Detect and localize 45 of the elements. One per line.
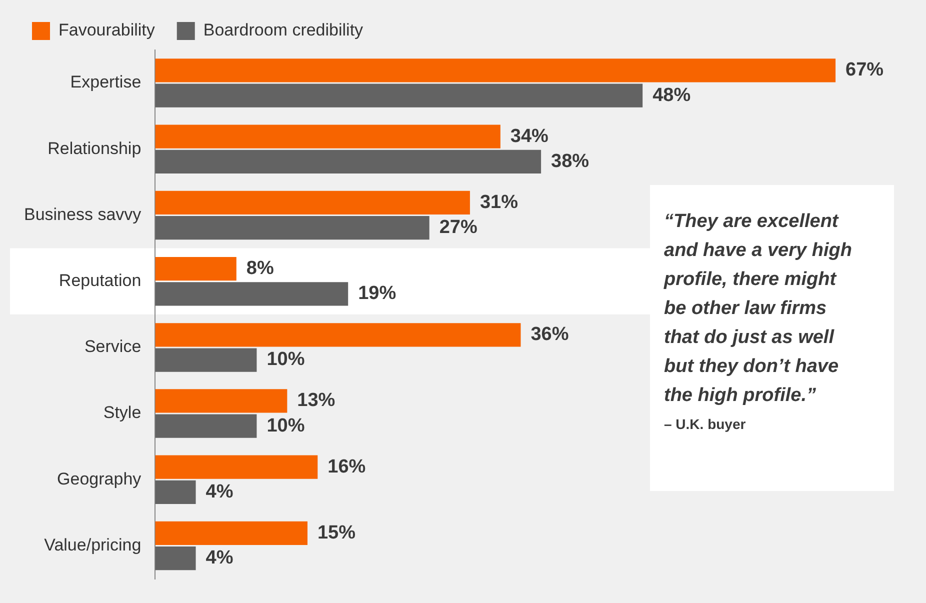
data-label: 4% — [206, 481, 234, 502]
quote-box: “They are excellent and have a very high profile, there might be other law firms that do just as well but they don’t have the high profile.” – U.K. buyer — [650, 185, 894, 491]
data-label: 36% — [530, 324, 569, 346]
bar — [155, 323, 521, 347]
data-label: 67% — [846, 60, 884, 81]
y-tick-label: Expertise — [70, 72, 142, 92]
y-tick-label: Service — [84, 337, 142, 356]
bar — [155, 124, 500, 148]
data-label: 8% — [246, 258, 274, 280]
bar — [155, 455, 318, 479]
bar — [155, 150, 542, 174]
bar — [155, 190, 470, 214]
bar — [155, 216, 430, 240]
data-label: 48% — [652, 84, 691, 106]
bar — [155, 282, 348, 306]
data-label: 27% — [439, 217, 478, 238]
data-label: 16% — [328, 456, 366, 478]
bar — [155, 389, 288, 413]
annotation: “They are excellent and have a very high profile, there might be other law firms that do just as well but they don’t have the high profile.” — [664, 210, 853, 408]
data-label: 19% — [358, 283, 396, 304]
bar — [155, 521, 308, 545]
legend-label: Favourability — [58, 20, 156, 40]
data-label: 31% — [480, 192, 518, 213]
bar — [155, 480, 196, 504]
y-tick-label: Value/pricing — [44, 535, 142, 554]
legend-label: Boardroom credibility — [203, 20, 364, 40]
y-tick-label: Relationship — [48, 138, 142, 158]
y-tick-label: Reputation — [58, 271, 142, 290]
y-tick-label: Style — [103, 403, 142, 422]
data-label: 4% — [206, 548, 234, 569]
bar — [155, 546, 196, 570]
bar — [155, 348, 257, 372]
annotation: – U.K. buyer — [664, 416, 747, 432]
data-label: 38% — [551, 150, 590, 172]
data-label: 15% — [317, 522, 356, 544]
y-tick-label: Business savvy — [24, 204, 142, 224]
bar — [155, 58, 836, 82]
data-label: 10% — [266, 349, 305, 370]
data-label: 13% — [297, 390, 336, 412]
data-label: 34% — [510, 126, 549, 147]
data-label: 10% — [266, 415, 305, 436]
bar — [155, 414, 257, 438]
bar — [155, 256, 236, 281]
bar — [155, 84, 643, 108]
y-tick-label: Geography — [57, 469, 142, 488]
